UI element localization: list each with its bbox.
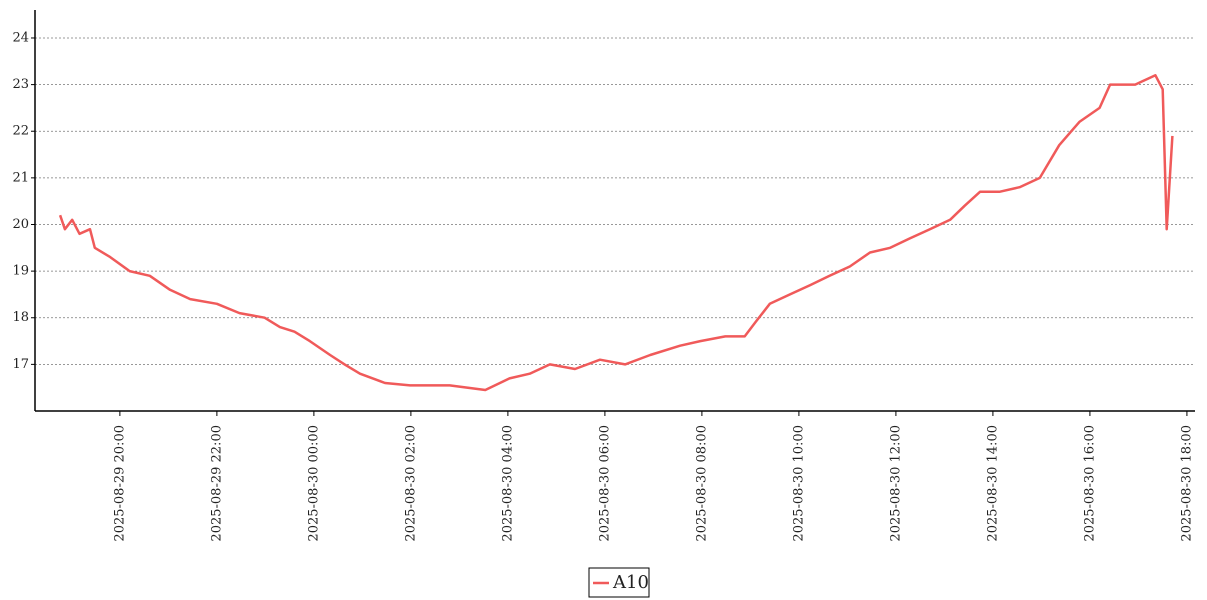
y-tick-label: 17 [12, 357, 29, 372]
x-tick-label: 2025-08-29 22:00 [209, 425, 224, 542]
x-tick-label: 2025-08-30 08:00 [694, 425, 709, 542]
x-tick-label: 2025-08-30 06:00 [597, 425, 612, 542]
x-tick-label: 2025-08-30 10:00 [791, 425, 806, 542]
y-tick-label: 21 [12, 170, 29, 185]
x-tick-label: 2025-08-30 12:00 [888, 425, 903, 542]
x-tick-label: 2025-08-30 04:00 [500, 425, 515, 542]
x-tick-label: 2025-08-30 16:00 [1082, 425, 1097, 542]
x-tick-label: 2025-08-29 20:00 [112, 425, 127, 542]
x-tick-label: 2025-08-30 14:00 [985, 425, 1000, 542]
y-tick-label: 20 [12, 217, 29, 232]
y-tick-label: 18 [12, 310, 29, 325]
line-series [58, 74, 1174, 392]
x-tick-label: 2025-08-30 00:00 [306, 425, 321, 542]
x-tick-label: 2025-08-30 18:00 [1179, 425, 1194, 542]
legend-label: A10 [612, 572, 649, 593]
y-tick-label: 23 [12, 77, 29, 92]
legend: A10 [588, 567, 650, 598]
y-tick-label: 19 [12, 264, 29, 279]
x-tick-label: 2025-08-30 02:00 [403, 425, 418, 542]
y-tick-label: 24 [12, 30, 29, 45]
y-tick-label: 22 [12, 124, 29, 139]
legend-box [588, 567, 650, 598]
